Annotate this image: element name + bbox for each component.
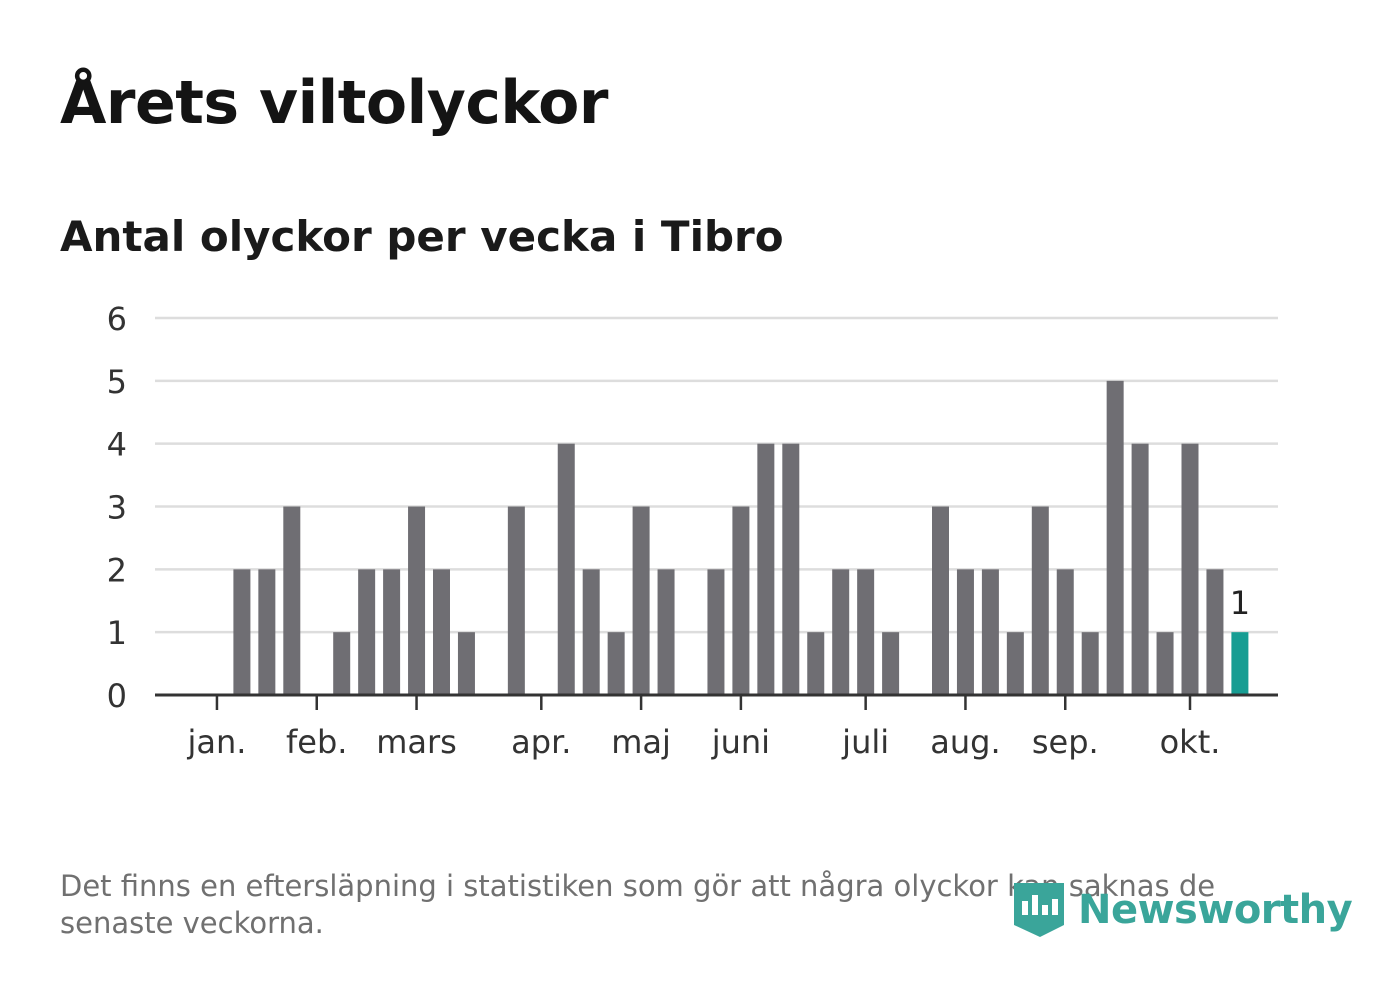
x-tick-label: mars [376, 723, 457, 761]
bar [857, 569, 875, 695]
bar [832, 569, 850, 695]
bar [1131, 443, 1149, 695]
y-tick-label: 0 [107, 677, 127, 715]
x-tick-label: juni [711, 723, 770, 761]
bar [1156, 632, 1174, 695]
bar [1006, 632, 1024, 695]
newsworthy-logo-text: Newsworthy [1078, 887, 1353, 933]
x-tick-label: feb. [286, 723, 347, 761]
bar [408, 506, 426, 695]
bar [1081, 632, 1099, 695]
y-tick-label: 2 [107, 551, 127, 589]
bar-value-label: 1 [1230, 584, 1250, 622]
bar [457, 632, 475, 695]
bar [358, 569, 376, 695]
chart-title: Årets viltolyckor [60, 68, 609, 138]
highlight-bar [1231, 632, 1249, 695]
x-tick-label: okt. [1160, 723, 1221, 761]
bar [582, 569, 600, 695]
bar [981, 569, 999, 695]
x-tick-label: maj [611, 723, 671, 761]
newsworthy-logo: Newsworthy [1010, 878, 1353, 942]
bar [657, 569, 675, 695]
bar [333, 632, 351, 695]
chart-subtitle: Antal olyckor per vecka i Tibro [60, 212, 784, 261]
y-tick-label: 3 [107, 489, 127, 527]
bar [258, 569, 276, 695]
newsworthy-logo-icon [1014, 883, 1064, 937]
bar [632, 506, 650, 695]
bar [283, 506, 301, 695]
bar [932, 506, 949, 695]
bar [1056, 569, 1074, 695]
x-tick-label: aug. [930, 723, 1000, 761]
bar [956, 569, 974, 695]
bar [732, 506, 750, 695]
bar [1031, 506, 1049, 695]
x-tick-label: juli [841, 723, 889, 761]
y-tick-label: 4 [107, 426, 127, 464]
bar [433, 569, 450, 695]
bar [782, 443, 800, 695]
x-tick-label: sep. [1032, 723, 1099, 761]
y-tick-label: 1 [107, 614, 127, 652]
bar [607, 632, 625, 695]
bar [233, 569, 251, 695]
bar [807, 632, 825, 695]
bar [1181, 443, 1199, 695]
bar [383, 569, 401, 695]
bar [1206, 569, 1224, 695]
y-tick-label: 5 [107, 363, 127, 401]
bar [1106, 380, 1124, 695]
bar [557, 443, 575, 695]
bar [757, 443, 775, 695]
bar [882, 632, 900, 695]
x-tick-label: jan. [186, 723, 246, 761]
y-tick-label: 6 [107, 300, 127, 338]
bar [707, 569, 725, 695]
bar [507, 506, 525, 695]
x-tick-label: apr. [511, 723, 571, 761]
